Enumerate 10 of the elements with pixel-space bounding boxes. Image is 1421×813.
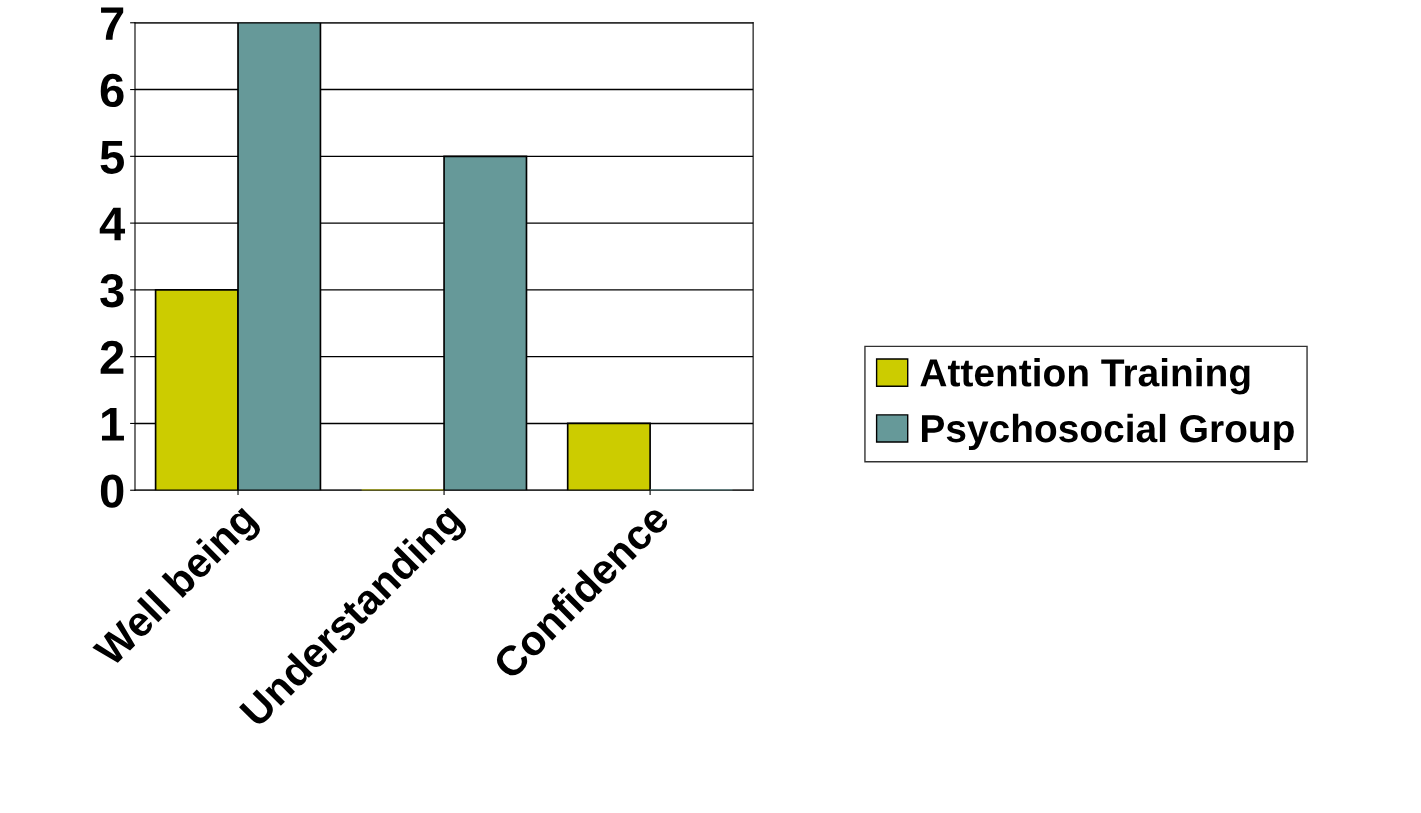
y-tick-label: 1 <box>101 408 124 441</box>
y-tick-label: 5 <box>100 140 124 174</box>
y-tick-label: 2 <box>100 340 124 374</box>
y-tick-label: 3 <box>100 274 124 308</box>
y-tick-label: 7 <box>101 7 124 40</box>
legend-label: Attention Training <box>920 358 1250 395</box>
y-tick-label: 0 <box>100 474 124 508</box>
y-tick-label: 4 <box>99 207 126 241</box>
legend-label: Psychosocial Group <box>921 413 1294 451</box>
y-tick-label: 6 <box>100 73 124 108</box>
